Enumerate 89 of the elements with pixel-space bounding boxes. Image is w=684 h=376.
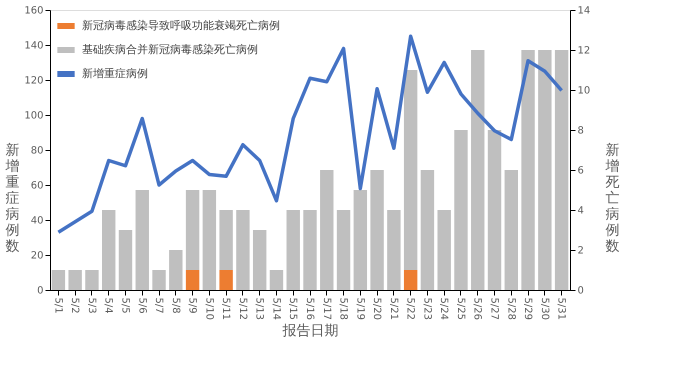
y-tick-label: 120	[24, 76, 44, 86]
x-tick-label: 5/17	[320, 298, 332, 320]
bar	[538, 50, 552, 290]
y2-tick-label: 0	[578, 286, 584, 296]
x-tick-label: 5/10	[203, 298, 214, 320]
bar	[320, 170, 334, 290]
y2-tick-label: 8	[578, 126, 584, 136]
bar	[152, 270, 166, 290]
x-tick-label: 5/15	[287, 298, 298, 320]
bar	[102, 210, 116, 290]
bar	[270, 270, 284, 290]
x-tick-label: 5/11	[220, 298, 232, 320]
bar	[52, 270, 66, 290]
x-tick-label: 5/3	[86, 298, 97, 314]
x-tick-label: 5/31	[556, 298, 567, 320]
legend-label: 新增重症病例	[82, 67, 148, 80]
bar	[554, 50, 568, 290]
x-tick-label: 5/28	[505, 298, 516, 320]
legend-label: 新冠病毒感染导致呼吸功能衰竭死亡病例	[82, 19, 280, 32]
bar	[454, 130, 468, 290]
y-tick-label: 0	[37, 286, 44, 296]
y2-tick-label: 14	[578, 6, 590, 16]
bar	[387, 210, 401, 290]
x-tick-label: 5/6	[136, 298, 148, 314]
y2-tick-label: 10	[578, 86, 590, 96]
bar	[219, 210, 233, 270]
bar	[420, 170, 434, 290]
bar	[354, 190, 368, 290]
x-tick-label: 5/20	[371, 298, 382, 320]
x-tick-label: 5/16	[304, 298, 315, 320]
x-tick-label: 5/30	[538, 298, 550, 320]
bar	[504, 170, 518, 290]
bar	[136, 190, 149, 290]
bar	[336, 210, 350, 290]
bar	[286, 210, 300, 290]
bar	[471, 50, 484, 290]
y-tick-label: 100	[24, 110, 44, 122]
line-series	[56, 34, 564, 234]
bar	[169, 250, 183, 290]
y-tick-label: 160	[24, 6, 44, 16]
x-tick-label: 5/22	[404, 298, 416, 320]
x-tick-label: 5/12	[236, 298, 248, 320]
y-axis-title: 新增重症病例数	[4, 142, 20, 254]
x-tick-label: 5/21	[388, 298, 399, 320]
bar	[236, 210, 250, 290]
x-tick-label: 5/26	[472, 298, 483, 320]
bar	[521, 50, 535, 290]
y-tick-label: 40	[30, 216, 44, 226]
y2-tick-label: 6	[578, 166, 584, 176]
x-tick-label: 5/27	[488, 298, 500, 320]
bar	[404, 270, 418, 290]
x-tick-label: 5/2	[69, 298, 80, 314]
y-tick-label: 20	[30, 250, 44, 262]
bar	[370, 170, 384, 290]
y2-tick-label: 12	[578, 46, 590, 56]
y-tick-label: 80	[30, 146, 44, 156]
x-tick-label: 5/4	[102, 298, 114, 314]
y-tick-label: 140	[24, 40, 44, 52]
x-tick-label: 5/1	[52, 298, 64, 314]
bar	[118, 230, 132, 290]
x-tick-label: 5/24	[438, 298, 450, 320]
x-tick-label: 5/13	[254, 298, 265, 320]
bar	[85, 270, 99, 290]
y2-tick-label: 4	[578, 206, 584, 216]
bar	[68, 270, 82, 290]
legend-label: 基础疾病合并新冠病毒感染死亡病例	[82, 43, 258, 56]
y-tick-label: 60	[30, 180, 44, 192]
bar	[186, 270, 200, 290]
bar	[303, 210, 317, 290]
x-tick-label: 5/19	[354, 298, 366, 320]
x-tick-label: 5/25	[454, 298, 466, 320]
x-tick-label: 5/7	[153, 298, 164, 314]
x-tick-label: 5/14	[270, 298, 282, 320]
x-tick-label: 5/5	[119, 298, 130, 314]
bar	[488, 130, 502, 290]
y2-tick-label: 2	[578, 246, 584, 256]
bar	[186, 190, 200, 270]
x-tick-label: 5/23	[421, 298, 432, 320]
x-tick-label: 5/18	[338, 298, 349, 320]
bar	[437, 210, 451, 290]
x-tick-label: 5/9	[186, 298, 198, 314]
bar	[202, 190, 216, 290]
x-tick-label: 5/8	[170, 298, 181, 314]
x-tick-label: 5/29	[522, 298, 534, 320]
x-axis-title: 报告日期	[282, 322, 338, 339]
bar	[219, 270, 233, 290]
bar	[404, 70, 418, 270]
y2-axis-title: 新增死亡病例数	[604, 142, 620, 254]
bar	[252, 230, 266, 290]
